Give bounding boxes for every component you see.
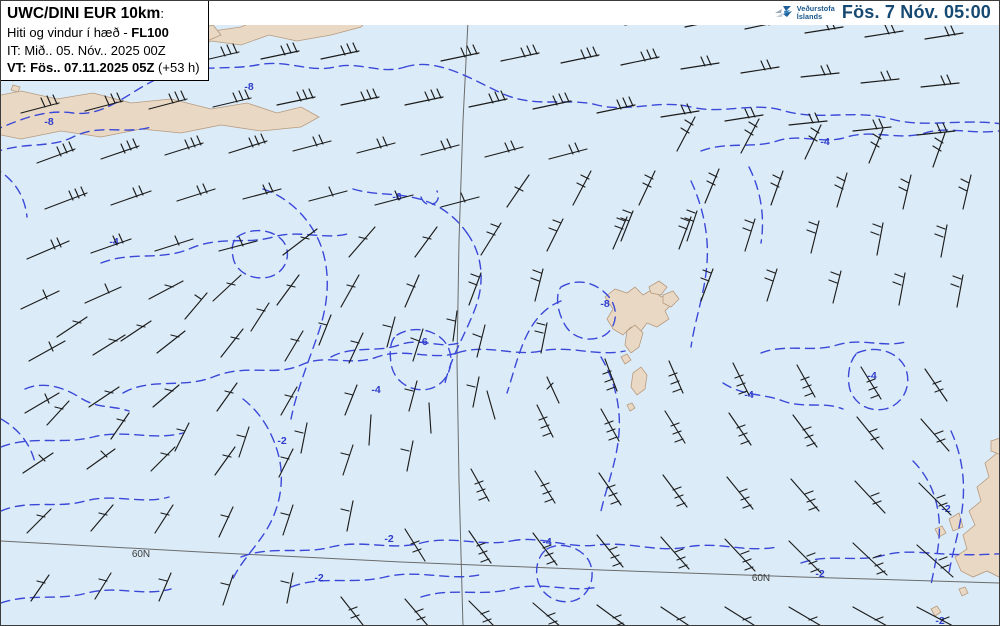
graticule-label: 60N	[132, 549, 150, 560]
init-time-line: IT: Mið.. 05. Nóv.. 2025 00Z	[7, 42, 166, 58]
lead-time-value: (+53 h)	[158, 59, 200, 75]
isotherm-minus2-mid	[230, 398, 282, 584]
isotherm-layer	[1, 62, 999, 604]
land-faroe-suduroy	[630, 366, 648, 396]
isotherm-s-loop	[535, 544, 593, 603]
isotherm-minus8-a	[1, 62, 406, 129]
graticule-lat-60n	[1, 540, 999, 584]
isotherm-nw-1	[1, 171, 28, 218]
land-shetland-yell	[990, 437, 999, 455]
product-info-box: UWC/DINI EUR 10km: Hiti og vindur í hæð …	[1, 1, 209, 81]
isotherm-circle-1	[231, 230, 288, 279]
brand-name-line1: Veðurstofa	[796, 3, 835, 13]
model-name: UWC/DINI EUR 10km	[7, 5, 161, 22]
isotherm-minus4-mid	[330, 341, 460, 358]
isotherm-minus6-loop	[389, 328, 452, 391]
isotherm-label: -4	[820, 136, 829, 148]
isotherm-e-long	[690, 180, 709, 348]
land-faroe-main	[604, 286, 674, 336]
graticule-meridian	[456, 1, 470, 625]
barb-row-7	[20, 268, 964, 310]
isotherm-label: -2	[314, 572, 323, 584]
isotherm-label: -8	[244, 81, 253, 93]
met-office-logo-icon: Veðurstofa Íslands	[774, 4, 835, 22]
isotherm-faroe-tail	[506, 300, 562, 394]
isotherm-u-mark	[420, 190, 440, 206]
parameter-line: Hiti og vindur í hæð - FL100	[7, 24, 200, 41]
isotherm-label: -6	[418, 336, 427, 348]
brand-header: Veðurstofa Íslands Fös. 7 Nóv. 05:00	[774, 2, 991, 23]
valid-time-value: VT: Fös.. 07.11.2025 05Z	[7, 59, 155, 75]
isotherm-minus6-c	[444, 232, 482, 384]
barb-transition-zone	[46, 209, 698, 458]
land-faroe-ne-isle	[662, 290, 680, 308]
valid-time-line: VT: Fös.. 07.11.2025 05Z (+53 h)	[7, 59, 200, 76]
level-label: FL100	[131, 25, 169, 41]
model-colon: :	[160, 6, 164, 21]
isotherm-minus8-c	[1, 126, 152, 152]
isotherm-label: -2	[384, 533, 393, 545]
isotherm-minus4-e	[760, 340, 910, 354]
isotherm-label: -2	[935, 615, 944, 626]
model-line: UWC/DINI EUR 10km:	[7, 4, 200, 24]
isotherm-minus4-e2	[722, 382, 844, 410]
land-faroe-streymoy	[624, 324, 644, 354]
land-faroe-n-isle	[648, 280, 668, 296]
land-shetland-islet-3	[930, 605, 942, 617]
isotherm-label: -4	[109, 236, 118, 248]
isotherm-nw-3	[1, 418, 36, 464]
barb-row-5	[44, 168, 972, 210]
isotherm-minus6-b	[352, 188, 468, 234]
parameter-label: Hiti og vindur í hæð -	[7, 25, 132, 41]
isotherm-label: -2	[941, 503, 950, 515]
isotherm-minus4-a	[100, 232, 352, 264]
isotherm-se-3	[948, 430, 965, 574]
barb-row-8	[28, 322, 948, 402]
barb-row-9	[24, 376, 950, 452]
isotherm-bottom-2	[420, 585, 600, 598]
barb-row-12	[30, 572, 953, 625]
land-faroe-islet-2	[626, 402, 636, 412]
isotherm-minus4-loop-e	[847, 348, 909, 411]
isotherm-label: -4	[542, 536, 551, 548]
isotherm-s-wave-4	[290, 573, 480, 588]
barb-row-10	[22, 440, 952, 516]
isotherm-label: -8	[600, 298, 609, 310]
isotherm-minus6-a	[262, 188, 328, 420]
isotherm-s-wave-2	[240, 539, 512, 558]
isotherm-se-2	[912, 460, 941, 586]
isotherm-nw-2	[24, 384, 130, 412]
land-islet-nw-1	[10, 84, 21, 93]
barb-row-11	[26, 500, 954, 578]
land-shetland-main	[954, 451, 999, 578]
barb-row-3	[20, 88, 956, 136]
isotherm-label: -4	[867, 370, 876, 382]
isotherm-label: -2	[277, 435, 286, 447]
isotherm-s-wave-1	[1, 432, 184, 448]
brand-name-line2: Íslands	[796, 11, 823, 21]
isotherm-label: -8	[44, 116, 53, 128]
isotherm-label: -2	[815, 568, 824, 580]
isotherm-minus4-b	[122, 352, 458, 394]
isotherm-minus8-b	[404, 63, 999, 125]
barb-row-4	[36, 116, 946, 168]
isotherm-label: -4	[371, 384, 380, 396]
land-shetland-islet-2	[958, 586, 969, 597]
barb-row-6	[26, 216, 948, 260]
land-shetland-islet-1	[934, 525, 947, 538]
graticule-label: 60N	[752, 573, 770, 584]
brand-name: Veðurstofa Íslands	[796, 3, 835, 21]
isotherm-sw-wave	[1, 496, 170, 512]
wind-barb-layer	[20, 4, 972, 625]
graticule-labels: 60N 60N	[132, 549, 770, 584]
isotherm-minus8-faroe	[556, 281, 616, 340]
isotherm-ne-vert	[748, 166, 764, 244]
land-faroe-islet-1	[620, 353, 632, 365]
valid-timestamp: Fös. 7 Nóv. 05:00	[841, 2, 991, 22]
